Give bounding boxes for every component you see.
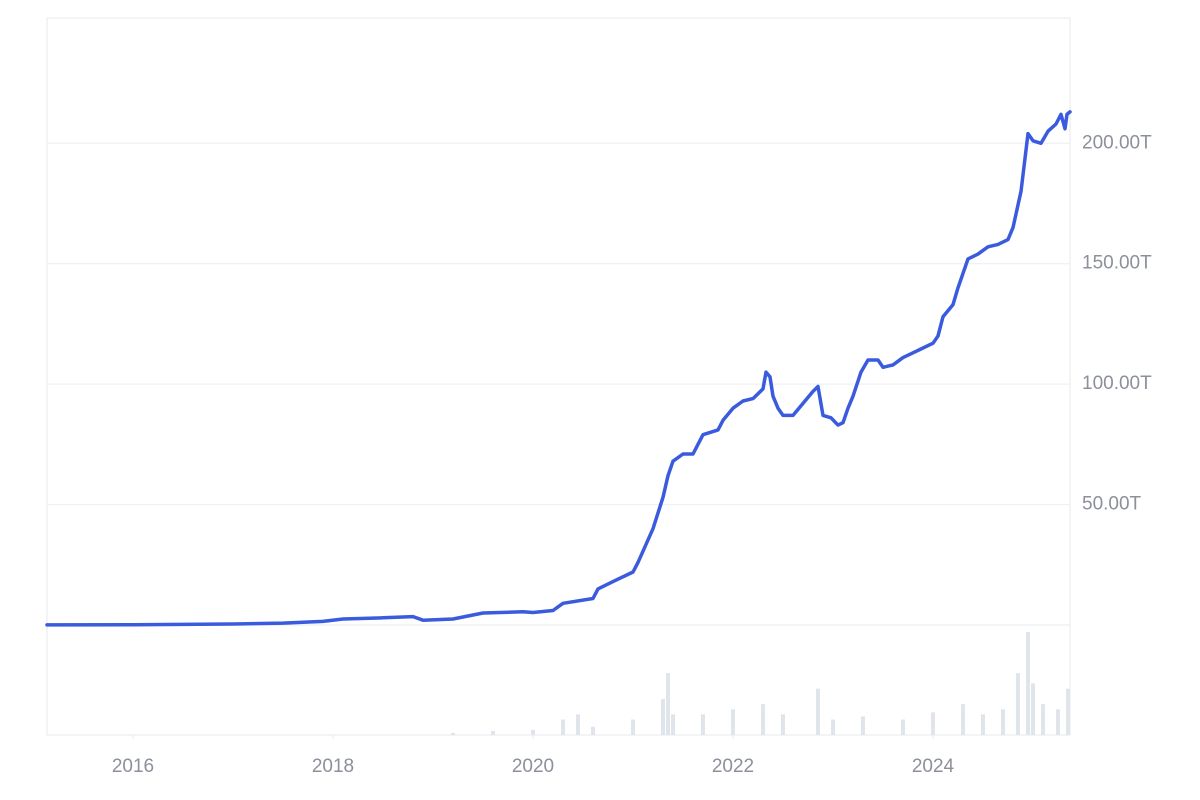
x-tick-label: 2020 bbox=[512, 756, 554, 777]
volume-bar bbox=[1031, 683, 1035, 735]
x-tick-label: 2018 bbox=[312, 756, 354, 777]
plot-frame bbox=[46, 17, 1071, 736]
volume-bar bbox=[491, 730, 495, 735]
volume-bar bbox=[661, 698, 665, 735]
volume-bar bbox=[591, 726, 595, 735]
volume-bar bbox=[451, 732, 455, 735]
volume-bar bbox=[671, 714, 675, 735]
volume-bar bbox=[861, 716, 865, 735]
volume-bar bbox=[561, 719, 565, 735]
volume-bar bbox=[631, 719, 635, 735]
volume-bar bbox=[761, 704, 765, 735]
volume-bar bbox=[666, 673, 670, 735]
volume-bar bbox=[931, 712, 935, 735]
y-tick-label: 100.00T bbox=[1082, 373, 1152, 394]
x-tick-label: 2016 bbox=[112, 756, 154, 777]
line-series bbox=[45, 110, 1072, 627]
volume-bar bbox=[1041, 704, 1045, 735]
volume-bar bbox=[781, 714, 785, 735]
x-tick-label: 2024 bbox=[912, 756, 955, 777]
volume-bar bbox=[576, 714, 580, 735]
volume-bar bbox=[981, 714, 985, 735]
volume-bar bbox=[1066, 688, 1070, 735]
x-tick-label: 2022 bbox=[712, 756, 754, 777]
volume-bar bbox=[961, 704, 965, 735]
volume-bar bbox=[731, 709, 735, 735]
volume-bar bbox=[816, 688, 820, 735]
volume-bar bbox=[1026, 632, 1030, 735]
volume-bar bbox=[701, 714, 705, 735]
y-tick-label: 150.00T bbox=[1082, 253, 1152, 274]
volume-bar bbox=[531, 729, 535, 735]
y-tick-label: 50.00T bbox=[1082, 494, 1142, 515]
volume-bar bbox=[1056, 709, 1060, 735]
volume-bar bbox=[1001, 709, 1005, 735]
volume-bar bbox=[831, 719, 835, 735]
volume-bar bbox=[901, 719, 905, 735]
volume-bar bbox=[1016, 673, 1020, 735]
y-tick-label: 200.00T bbox=[1082, 132, 1152, 153]
